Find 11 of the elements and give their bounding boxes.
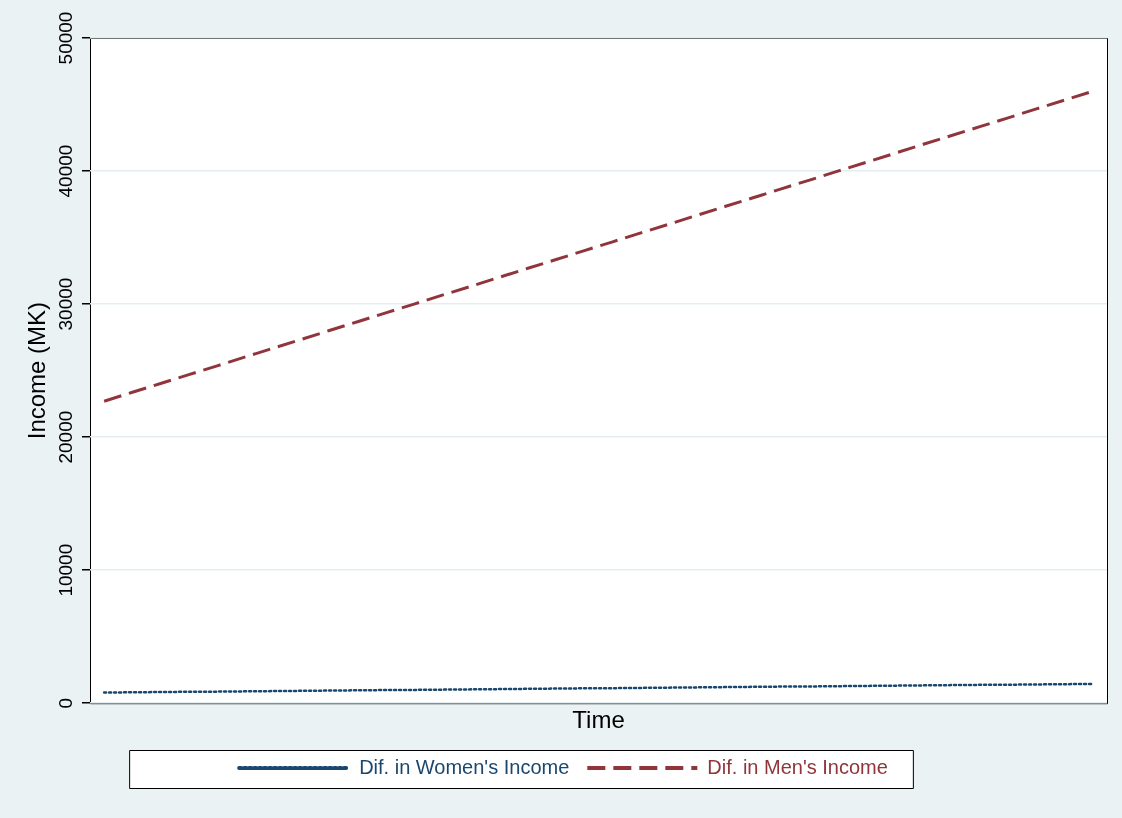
y-tick-label: 50000	[54, 11, 76, 65]
y-tick-label: 30000	[54, 277, 76, 331]
text: Dif. in Women's Income	[359, 755, 570, 778]
y-tick-label: 0	[54, 697, 76, 709]
y-axis-title: Income (MK)	[23, 301, 51, 440]
y-tick-label: 20000	[54, 410, 76, 464]
x-axis-title: Time	[572, 706, 625, 734]
line-series	[102, 682, 1095, 694]
y-tick-label: 40000	[54, 144, 76, 198]
y-tick-label: 10000	[54, 543, 76, 597]
text: Dif. in Men's Income	[707, 755, 888, 778]
